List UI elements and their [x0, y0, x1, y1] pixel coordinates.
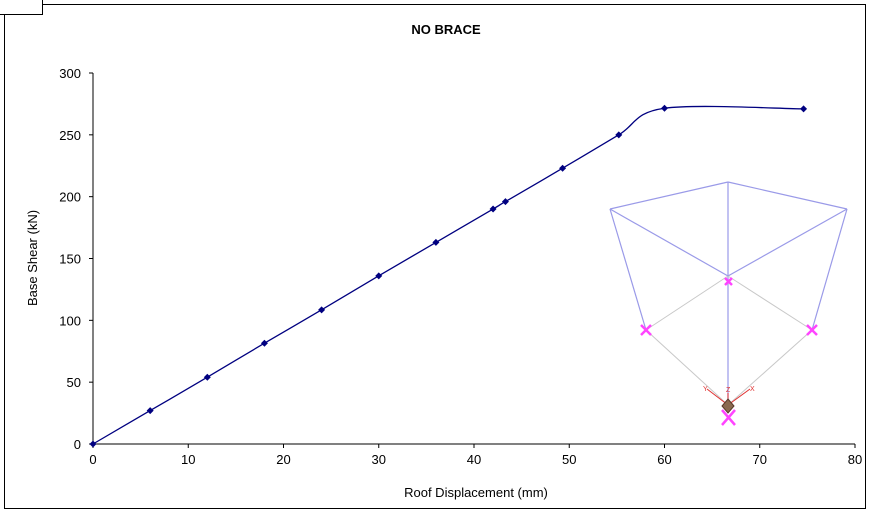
- inset-z-letter: Z: [726, 387, 731, 394]
- series-markers: [89, 104, 808, 448]
- y-tick-label: 50: [67, 375, 81, 390]
- y-tick-label: 0: [74, 437, 81, 452]
- inset-y-letter: Y: [703, 386, 708, 393]
- y-tick-label: 150: [59, 252, 81, 267]
- x-tick-label: 60: [657, 452, 671, 467]
- data-point-marker: [661, 104, 668, 112]
- data-point-marker: [146, 407, 154, 415]
- y-tick-labels: 0 50 100 150 200 250 300: [59, 66, 81, 452]
- data-point-marker: [615, 131, 623, 139]
- x-tick-label: 70: [753, 452, 767, 467]
- x-tick-label: 40: [467, 452, 481, 467]
- corner-tab: [0, 0, 43, 15]
- inset-x-letter: X: [750, 386, 755, 393]
- data-point-marker: [501, 198, 509, 206]
- data-point-marker: [559, 164, 567, 172]
- data-point-marker: [432, 238, 440, 246]
- y-tick-label: 250: [59, 128, 81, 143]
- x-tick-label: 10: [181, 452, 195, 467]
- y-axis-label: Base Shear (kN): [25, 210, 40, 306]
- data-point-marker: [318, 306, 326, 314]
- x-tick-labels: 0 10 20 30 40 50 60 70 80: [89, 452, 862, 467]
- axes: [89, 72, 856, 448]
- data-point-marker: [800, 105, 808, 113]
- y-tick-label: 200: [59, 190, 81, 205]
- data-point-marker: [489, 205, 497, 213]
- x-tick-label: 80: [848, 452, 862, 467]
- y-tick-label: 300: [59, 66, 81, 81]
- x-tick-label: 50: [562, 452, 576, 467]
- y-tick-label: 100: [59, 313, 81, 328]
- data-point-marker: [203, 373, 211, 381]
- x-tick-label: 0: [89, 452, 96, 467]
- 3d-frame-model-icon: Y Z X: [609, 181, 848, 426]
- chart-title: NO BRACE: [411, 22, 481, 37]
- data-point-marker: [260, 339, 268, 347]
- x-tick-label: 30: [372, 452, 386, 467]
- data-point-marker: [375, 272, 383, 280]
- x-tick-label: 20: [276, 452, 290, 467]
- x-axis-label: Roof Displacement (mm): [404, 485, 548, 500]
- data-point-marker: [89, 440, 97, 448]
- series-line: [92, 105, 804, 445]
